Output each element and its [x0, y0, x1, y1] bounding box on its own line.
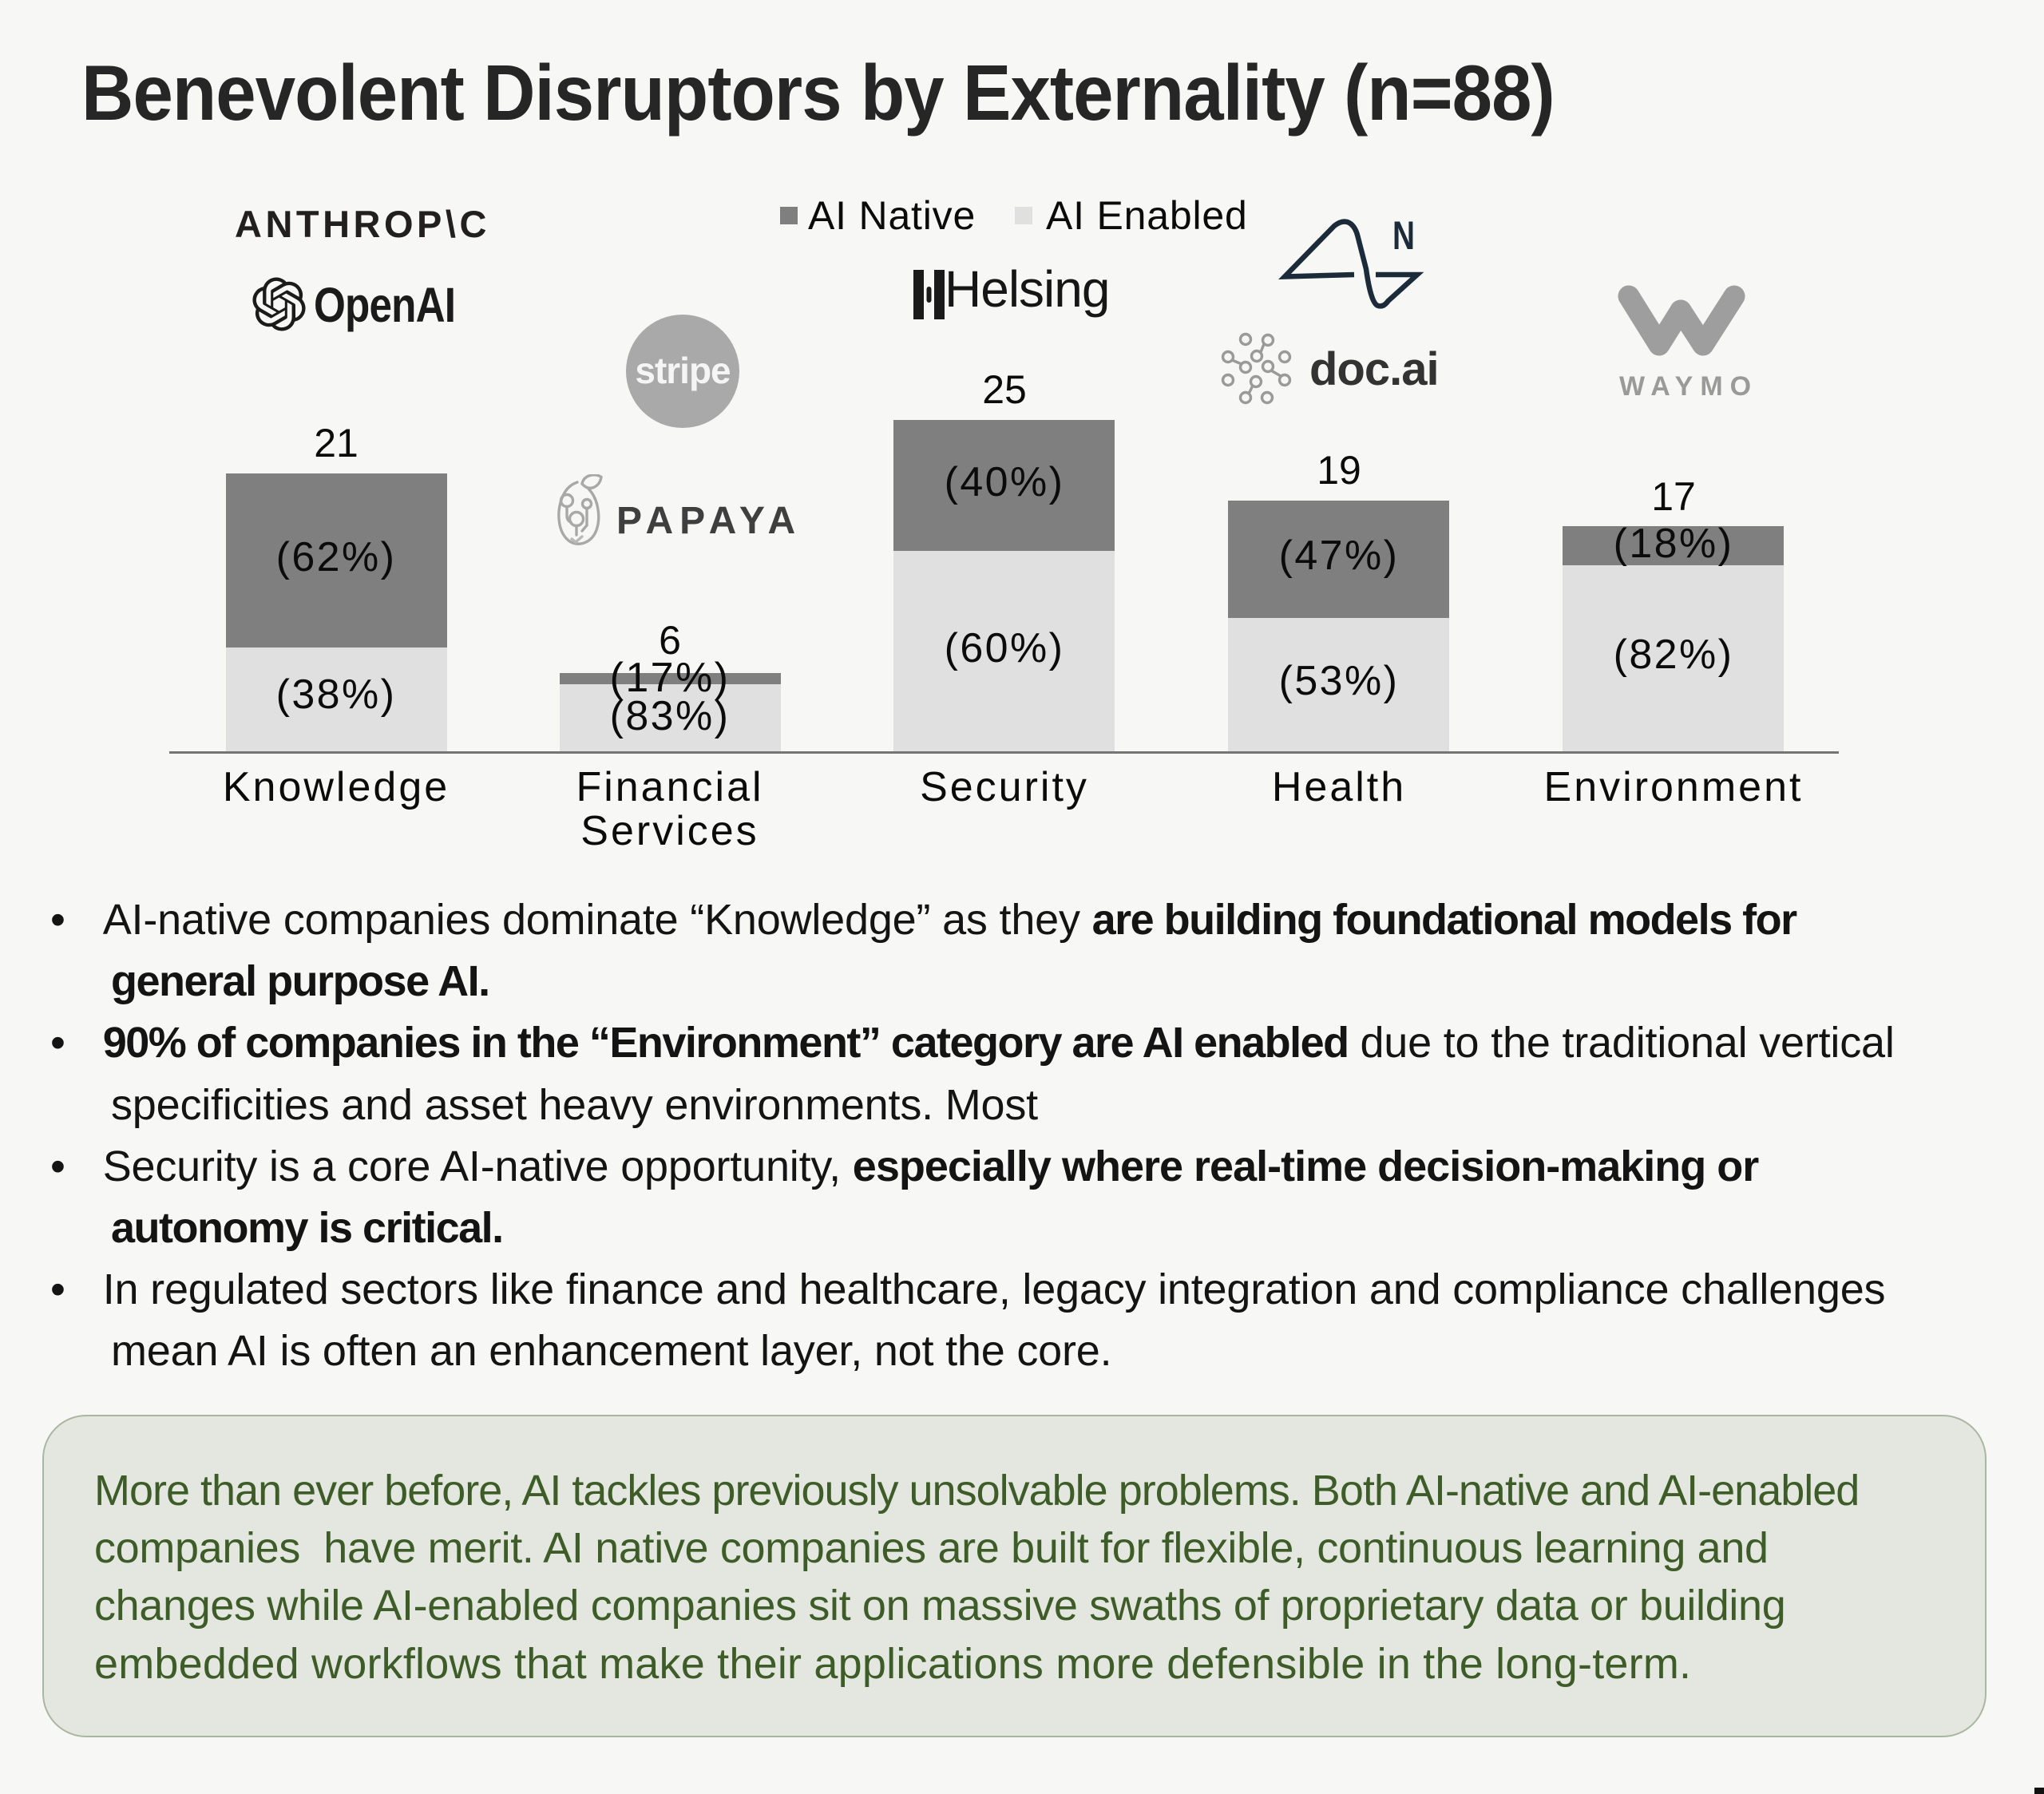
- svg-text:N: N: [1392, 213, 1415, 258]
